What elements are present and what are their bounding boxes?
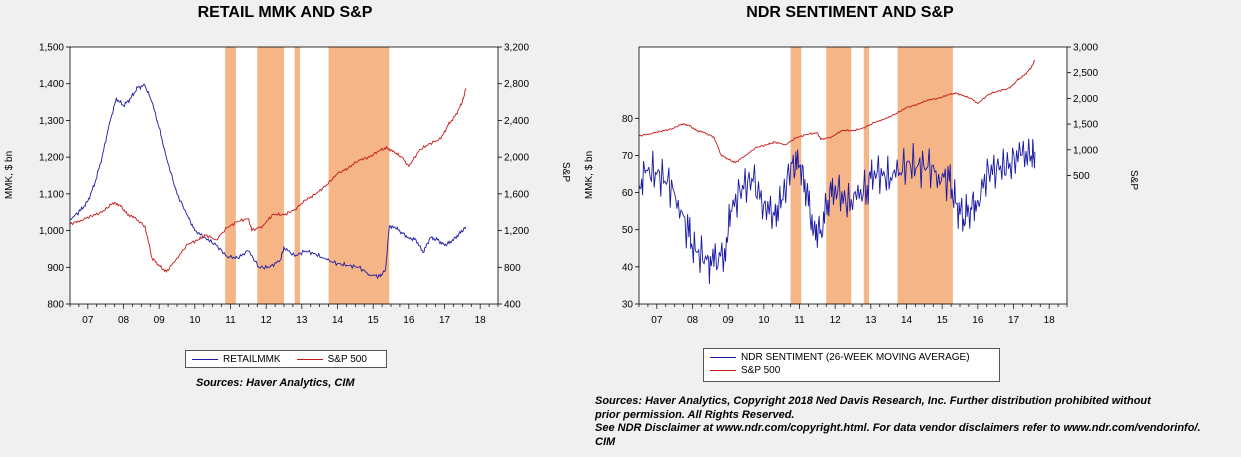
- y-tick-label: 1,000: [39, 226, 64, 237]
- chart-title: RETAIL MMK AND S&P: [198, 4, 373, 21]
- legend-label-ndr: NDR SENTIMENT (26-WEEK MOVING AVERAGE): [741, 352, 970, 363]
- y-tick-label: 60: [622, 188, 634, 199]
- series-line-2: [69, 88, 467, 273]
- y-tick-label: 50: [622, 225, 634, 236]
- left-sources: Sources: Haver Analytics, CIM: [196, 377, 355, 389]
- x-tick-label: 13: [296, 315, 308, 326]
- y2-tick-label: 2,000: [1073, 94, 1098, 105]
- plot-area: [639, 47, 1067, 304]
- x-tick-label: 11: [794, 315, 805, 326]
- shaded-period-3: [294, 47, 301, 304]
- series-line-2: [638, 59, 1036, 164]
- y2-tick-label: 1,500: [1073, 120, 1098, 131]
- y2-axis-label: S&P: [560, 162, 571, 182]
- shaded-period-1: [225, 47, 236, 304]
- y-tick-label: 900: [47, 263, 64, 274]
- y2-tick-label: 3,000: [1073, 43, 1098, 54]
- retail-mmk-chart: RETAIL MMK AND S&P 800 900 1,000 1,100 1,200 1…: [4, 4, 571, 326]
- y2-tick-label: 1,200: [504, 226, 529, 237]
- legend-label-sp500: S&P 500: [327, 353, 367, 365]
- shaded-period-2: [257, 47, 284, 304]
- right-legend: NDR SENTIMENT (26-WEEK MOVING AVERAGE) S…: [703, 348, 1000, 382]
- x-tick-label: 10: [758, 315, 770, 326]
- x-tick-label: 16: [403, 315, 415, 326]
- y-tick-label: 1,300: [39, 116, 64, 127]
- x-tick-label: 17: [1008, 315, 1020, 326]
- right-chart-panel: NDR SENTIMENT AND S&P 30 40 50 60 70 80 500 1,00…: [580, 0, 1241, 457]
- legend-row-ndr: NDR SENTIMENT (26-WEEK MOVING AVERAGE): [704, 351, 999, 364]
- right-sources: Sources: Haver Analytics, Copyright 2018…: [595, 395, 1235, 449]
- y2-tick-label: 3,200: [504, 43, 529, 54]
- left-chart-panel: RETAIL MMK AND S&P 800 900 1,000 1,100 1,200 1…: [0, 0, 620, 457]
- y2-tick-label: 2,500: [1073, 68, 1098, 79]
- legend-label-sp500-right: S&P 500: [741, 365, 781, 376]
- y-tick-label: 1,500: [39, 43, 64, 54]
- y2-tick-label: 1,600: [504, 189, 529, 200]
- x-tick-label: 11: [225, 315, 236, 326]
- legend-label-retailmmk: RETAILMMK: [223, 353, 281, 365]
- x-tick-label: 18: [475, 315, 487, 326]
- x-tick-label: 09: [154, 315, 166, 326]
- y-tick-label: 30: [622, 300, 634, 311]
- legend-swatch-sp500-right: [710, 370, 736, 371]
- y-tick-label: 1,200: [39, 153, 64, 164]
- x-tick-label: 18: [1044, 315, 1056, 326]
- y2-tick-label: 500: [1073, 171, 1090, 182]
- x-tick-label: 15: [937, 315, 949, 326]
- shaded-period-4: [328, 47, 390, 304]
- x-tick-label: 16: [972, 315, 984, 326]
- y-tick-label: 1,400: [39, 79, 64, 90]
- x-tick-label: 07: [651, 315, 663, 326]
- y-axis-label: MMK, $ bn: [4, 151, 15, 199]
- y2-tick-label: 800: [504, 263, 521, 274]
- right-sources-line-4: CIM: [595, 435, 616, 448]
- legend-swatch-retailmmk: [192, 358, 218, 360]
- x-tick-label: 14: [901, 315, 913, 326]
- x-tick-label: 09: [723, 315, 735, 326]
- ndr-sentiment-chart: NDR SENTIMENT AND S&P 30 40 50 60 70 80 500 1,00…: [584, 4, 1139, 326]
- x-tick-label: 07: [82, 315, 94, 326]
- shaded-period-1: [790, 47, 802, 304]
- y2-axis-label: S&P: [1128, 170, 1139, 190]
- y2-tick-label: 1,000: [1073, 145, 1098, 156]
- shaded-period-3: [863, 47, 870, 304]
- x-tick-label: 12: [830, 315, 842, 326]
- left-legend: RETAILMMK S&P 500: [185, 350, 387, 368]
- x-tick-label: 14: [332, 315, 344, 326]
- series-line-1: [638, 138, 1036, 285]
- series-line-1: [69, 83, 467, 280]
- y2-tick-label: 2,000: [504, 153, 529, 164]
- x-tick-label: 08: [118, 315, 130, 326]
- x-tick-label: 10: [189, 315, 201, 326]
- right-sources-line-3: See NDR Disclaimer at www.ndr.com/copyri…: [595, 422, 1201, 434]
- right-sources-line-2: prior permission. All Rights Reserved.: [595, 408, 795, 421]
- y-axis-label: MMK, $ bn: [584, 151, 595, 199]
- x-tick-label: 08: [687, 315, 699, 326]
- y-tick-label: 40: [622, 262, 634, 273]
- legend-swatch-sp500: [296, 358, 323, 360]
- x-tick-label: 17: [439, 315, 451, 326]
- y2-tick-label: 2,800: [504, 79, 529, 90]
- right-sources-line-1: Sources: Haver Analytics, Copyright 2018…: [595, 395, 1151, 407]
- y-tick-label: 800: [47, 300, 64, 311]
- legend-swatch-ndr: [710, 357, 736, 358]
- x-tick-label: 13: [865, 315, 877, 326]
- legend-row-sp500: S&P 500: [704, 364, 999, 377]
- y-tick-label: 80: [622, 114, 634, 125]
- y-tick-label: 1,100: [39, 189, 64, 200]
- chart-title: NDR SENTIMENT AND S&P: [746, 4, 954, 21]
- x-tick-label: 12: [261, 315, 273, 326]
- y2-tick-label: 400: [504, 300, 521, 311]
- x-tick-label: 15: [368, 315, 380, 326]
- y-tick-label: 70: [622, 151, 634, 162]
- y2-tick-label: 2,400: [504, 116, 529, 127]
